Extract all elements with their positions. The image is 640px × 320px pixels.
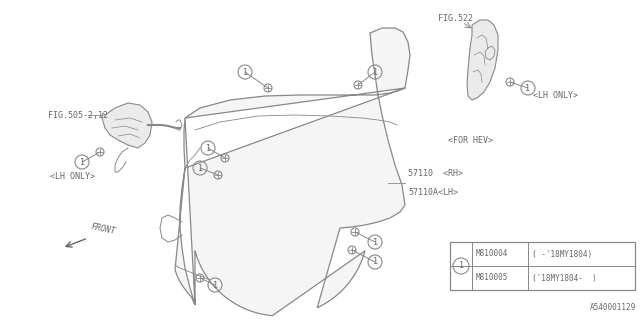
Polygon shape xyxy=(467,20,498,100)
Text: 1: 1 xyxy=(79,157,84,166)
Text: ( -'18MY1804): ( -'18MY1804) xyxy=(532,250,592,259)
Text: 1: 1 xyxy=(372,258,378,267)
Text: <FOR HEV>: <FOR HEV> xyxy=(447,135,493,145)
Text: 57110  <RH>: 57110 <RH> xyxy=(408,169,463,178)
Text: 1: 1 xyxy=(372,68,378,76)
Text: M810004: M810004 xyxy=(476,250,508,259)
Text: 57110A<LH>: 57110A<LH> xyxy=(408,188,458,197)
Text: 1: 1 xyxy=(525,84,531,92)
Text: 1: 1 xyxy=(198,164,202,172)
Text: A540001129: A540001129 xyxy=(589,303,636,312)
Text: 1: 1 xyxy=(212,281,218,290)
Text: 1: 1 xyxy=(243,68,248,76)
Text: <LH ONLY>: <LH ONLY> xyxy=(533,91,578,100)
Text: M810005: M810005 xyxy=(476,274,508,283)
Text: FIG.505-2,12: FIG.505-2,12 xyxy=(48,110,108,119)
Text: 1: 1 xyxy=(372,237,378,246)
Text: FRONT: FRONT xyxy=(90,222,116,236)
Text: FIG.522: FIG.522 xyxy=(438,13,473,22)
Text: ('18MY1804-  ): ('18MY1804- ) xyxy=(532,274,596,283)
Text: 1: 1 xyxy=(205,143,211,153)
Bar xyxy=(450,242,635,290)
Polygon shape xyxy=(102,103,152,148)
Text: <LH ONLY>: <LH ONLY> xyxy=(49,172,95,181)
Text: 1: 1 xyxy=(458,261,463,270)
Polygon shape xyxy=(175,28,410,316)
